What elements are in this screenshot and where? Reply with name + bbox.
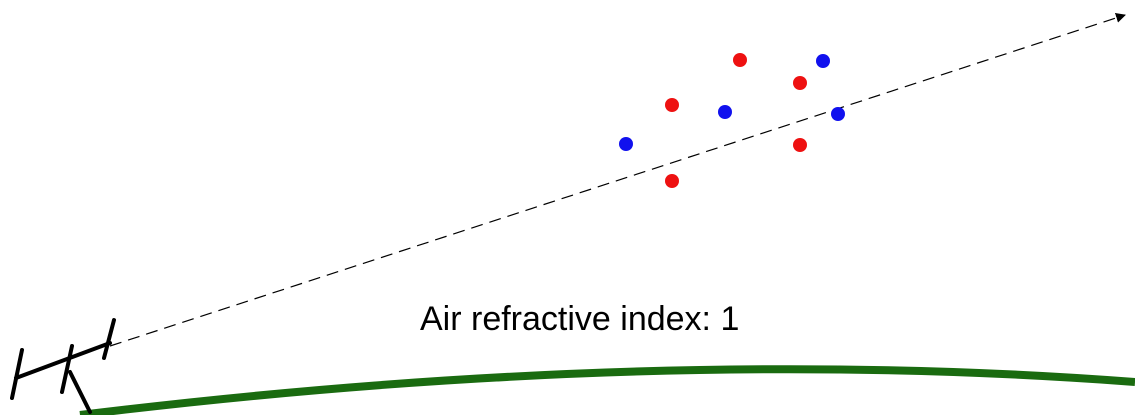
red-particles [665, 53, 807, 188]
blue-particles [619, 54, 845, 151]
ground [79, 365, 1135, 415]
beam [109, 13, 1126, 347]
refractive-index-label: Air refractive index: 1 [420, 300, 739, 338]
antenna [10, 318, 116, 414]
